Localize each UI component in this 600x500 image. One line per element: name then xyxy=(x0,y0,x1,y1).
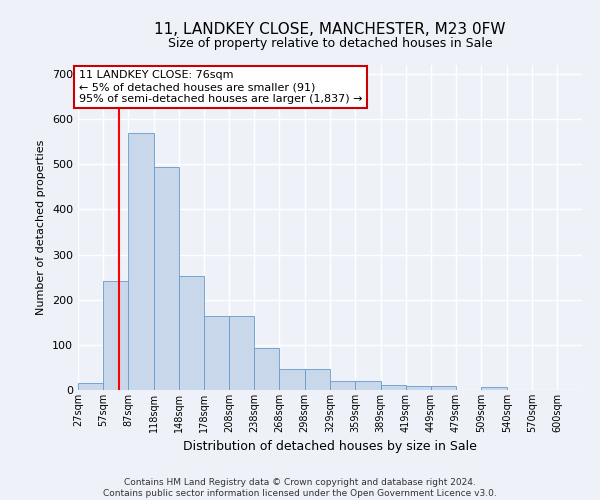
X-axis label: Distribution of detached houses by size in Sale: Distribution of detached houses by size … xyxy=(183,440,477,454)
Text: 11 LANDKEY CLOSE: 76sqm
← 5% of detached houses are smaller (91)
95% of semi-det: 11 LANDKEY CLOSE: 76sqm ← 5% of detached… xyxy=(79,70,362,104)
Bar xyxy=(331,381,355,390)
Bar xyxy=(128,132,154,390)
Bar xyxy=(229,316,254,390)
Bar xyxy=(431,386,456,390)
Bar xyxy=(78,383,103,390)
Text: Size of property relative to detached houses in Sale: Size of property relative to detached ho… xyxy=(167,38,493,51)
Bar xyxy=(204,316,229,390)
Bar xyxy=(305,369,331,390)
Bar xyxy=(406,386,431,390)
Y-axis label: Number of detached properties: Number of detached properties xyxy=(37,140,46,315)
Bar xyxy=(254,348,280,390)
Bar xyxy=(481,387,507,390)
Bar xyxy=(103,281,128,390)
Bar xyxy=(380,386,406,390)
Bar xyxy=(280,369,305,390)
Text: 11, LANDKEY CLOSE, MANCHESTER, M23 0FW: 11, LANDKEY CLOSE, MANCHESTER, M23 0FW xyxy=(154,22,506,38)
Text: Contains HM Land Registry data © Crown copyright and database right 2024.
Contai: Contains HM Land Registry data © Crown c… xyxy=(103,478,497,498)
Bar xyxy=(179,276,204,390)
Bar xyxy=(154,168,179,390)
Bar xyxy=(355,381,380,390)
